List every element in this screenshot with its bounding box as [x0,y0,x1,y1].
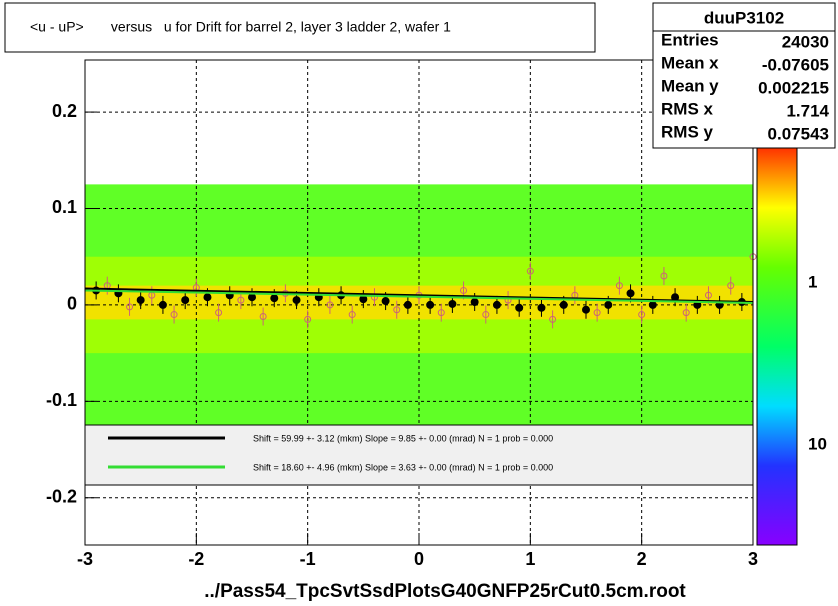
x-tick-label: 3 [748,549,758,569]
profile-point [292,296,301,305]
y-tick-label: 0.2 [52,101,77,121]
profile-point [470,298,479,307]
profile-point-open [437,309,445,317]
profile-point [270,294,279,303]
stats-key: RMS x [661,99,714,118]
frame [84,59,754,546]
stats-title: duuP3102 [704,8,784,27]
fit-line [84,287,754,304]
x-tick-label: -2 [188,549,204,569]
profile-point [582,305,590,314]
stats-key: Entries [661,30,719,49]
legend-label: Shift = 59.99 +- 3.12 (mkm) Slope = 9.85… [253,433,553,443]
profile-point [403,300,412,309]
stats-key: Mean x [661,53,719,72]
stats-key: RMS y [661,122,714,141]
profile-point [492,300,501,309]
legend-label: Shift = 18.60 +- 4.96 (mkm) Slope = 3.63… [253,462,553,472]
x-tick-label: -1 [300,549,316,569]
profile-point-open [704,291,712,299]
profile-point [381,297,390,306]
legend-box [84,424,754,486]
stats-value: 24030 [782,32,829,51]
profile-point [203,293,212,302]
profile-point [136,296,145,305]
color-palette [756,147,798,546]
profile-point-open [215,309,223,317]
profile-point [158,300,167,309]
profile-point [648,300,657,309]
profile-point [426,300,435,309]
profile-point-open [526,267,534,275]
y-tick-label: 0 [67,294,77,314]
y-tick-label: -0.1 [46,390,77,410]
profile-point [604,300,613,309]
x-axis-label: ../Pass54_TpcSvtSsdPlotsG40GNFP25rCut0.5… [204,581,686,602]
profile-point [181,296,190,305]
profile-point [559,300,568,309]
x-tick-label: 1 [525,549,535,569]
x-tick-label: 0 [414,549,424,569]
profile-point-open [237,296,245,304]
profile-point-open [126,303,134,311]
profile-point-open [549,315,557,323]
profile-point-open [638,311,646,319]
stats-value: 1.714 [786,101,829,120]
x-tick-label: -3 [77,549,93,569]
profile-point-open [348,311,356,319]
profile-point [537,303,546,312]
stats-value: 0.07543 [768,124,829,143]
x-tick-label: 2 [637,549,647,569]
stats-value: 0.002215 [758,78,829,97]
y-tick-label: 0.1 [52,197,77,217]
title-box [4,2,596,53]
chart-title: <u - uP> versus u for Drift for barrel 2… [30,19,451,35]
profile-point-open [682,309,690,317]
profile-point [448,299,457,308]
stats-value: -0.07605 [762,55,829,74]
profile-point [515,303,524,312]
fit-line [84,289,754,304]
profile-point-open [326,301,334,309]
profile-point-open [727,282,735,290]
profile-point-open [460,286,468,294]
profile-point [248,293,256,302]
profile-point-open [259,312,267,320]
profile-point-open [615,282,623,290]
profile-point-open [170,311,178,319]
profile-point-open [660,272,668,280]
z-label: 10 [808,434,827,453]
profile-point-open [304,315,312,323]
stats-key: Mean y [661,76,719,95]
stats-box [652,2,836,149]
profile-point-open [482,311,490,319]
y-tick-label: -0.2 [46,487,77,507]
z-label: 1 [808,272,817,291]
profile-point-open [393,306,401,314]
profile-point-open [593,309,601,317]
profile-point [626,289,635,298]
